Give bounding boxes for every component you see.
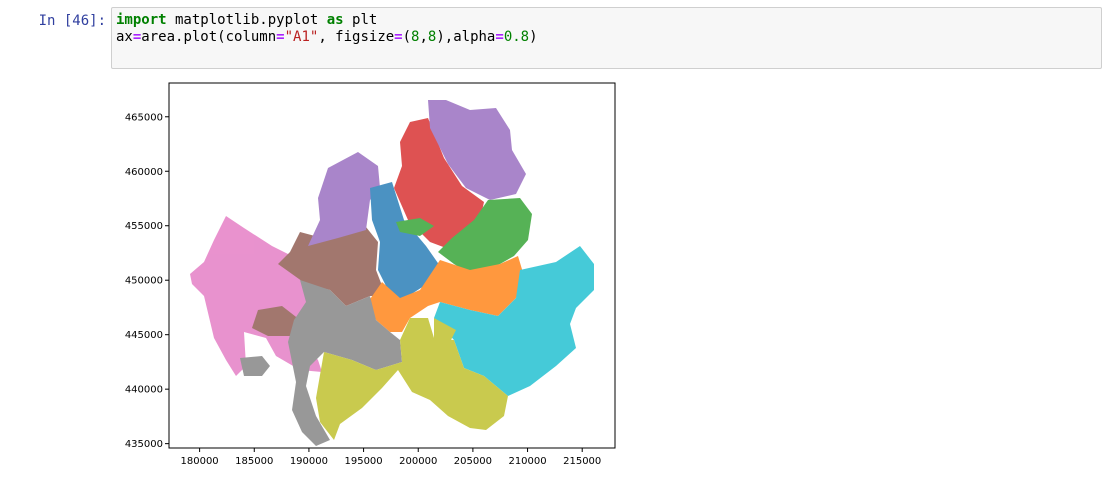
keyword-as: as [326, 12, 344, 28]
x-tick-label: 185000 [235, 456, 273, 467]
cell-output: 180000 185000 190000 195000 200000 205000 2100… [0, 70, 640, 484]
map-region-brown-small [252, 306, 300, 336]
code-operator: = [276, 29, 285, 45]
y-tick-label: 445000 [125, 330, 163, 341]
map-region-brown [278, 222, 386, 306]
y-tick-label: 465000 [125, 112, 163, 123]
keyword-import: import [116, 12, 167, 28]
code-line-2: ax=area.plot(column="A1", figsize=(8,8),… [116, 29, 1097, 46]
map-region-green-small [396, 218, 434, 236]
map-region-olive-small [434, 318, 456, 346]
map-regions [190, 100, 594, 446]
map-region-cyan [434, 246, 594, 396]
code-token: ) [529, 29, 538, 45]
x-tick-label: 180000 [181, 456, 219, 467]
x-axis: 180000 185000 190000 195000 200000 205000 2100… [181, 448, 601, 467]
x-tick-label: 210000 [508, 456, 546, 467]
code-token: area.plot(column [141, 29, 277, 45]
map-region-purple-north [428, 100, 526, 200]
code-number: 8 [411, 29, 420, 45]
code-line-1: import matplotlib.pyplot as plt [116, 12, 1097, 29]
x-tick-label: 205000 [454, 456, 492, 467]
code-operator: = [495, 29, 504, 45]
y-tick-label: 435000 [125, 439, 163, 450]
map-region-grey-small [240, 356, 270, 376]
x-tick-label: 190000 [290, 456, 328, 467]
map-region-olive [316, 318, 508, 440]
map-region-orange [368, 256, 524, 332]
code-string: "A1" [284, 29, 319, 45]
code-number: 0.8 [503, 29, 530, 45]
map-plot: 180000 185000 190000 195000 200000 205000 2100… [125, 82, 616, 467]
map-region-green [438, 198, 532, 274]
x-tick-label: 200000 [399, 456, 437, 467]
cell-prompt: In [46]: [38, 13, 106, 29]
map-region-red [394, 118, 484, 248]
map-region-grey [288, 280, 402, 446]
module-name: matplotlib.pyplot [166, 12, 327, 28]
code-token: , [419, 29, 428, 45]
y-axis: 435000 440000 445000 450000 455000 460000 4650… [125, 112, 169, 450]
code-token: ax [116, 29, 133, 45]
map-region-blue [370, 182, 440, 300]
code-token: ( [402, 29, 412, 45]
y-tick-label: 460000 [125, 167, 163, 178]
x-tick-label: 195000 [344, 456, 382, 467]
code-cell-input[interactable]: import matplotlib.pyplot as plt ax=area.… [111, 7, 1102, 69]
module-alias: plt [343, 12, 378, 28]
code-token: , figsize [318, 29, 395, 45]
code-operator: = [394, 29, 403, 45]
code-token: ),alpha [436, 29, 496, 45]
y-tick-label: 450000 [125, 276, 163, 287]
code-number: 8 [427, 29, 437, 45]
code-operator: = [132, 29, 142, 45]
y-tick-label: 440000 [125, 385, 163, 396]
x-tick-label: 215000 [563, 456, 601, 467]
y-tick-label: 455000 [125, 221, 163, 232]
map-region-purple-west [308, 152, 380, 246]
plot-frame [168, 82, 616, 449]
